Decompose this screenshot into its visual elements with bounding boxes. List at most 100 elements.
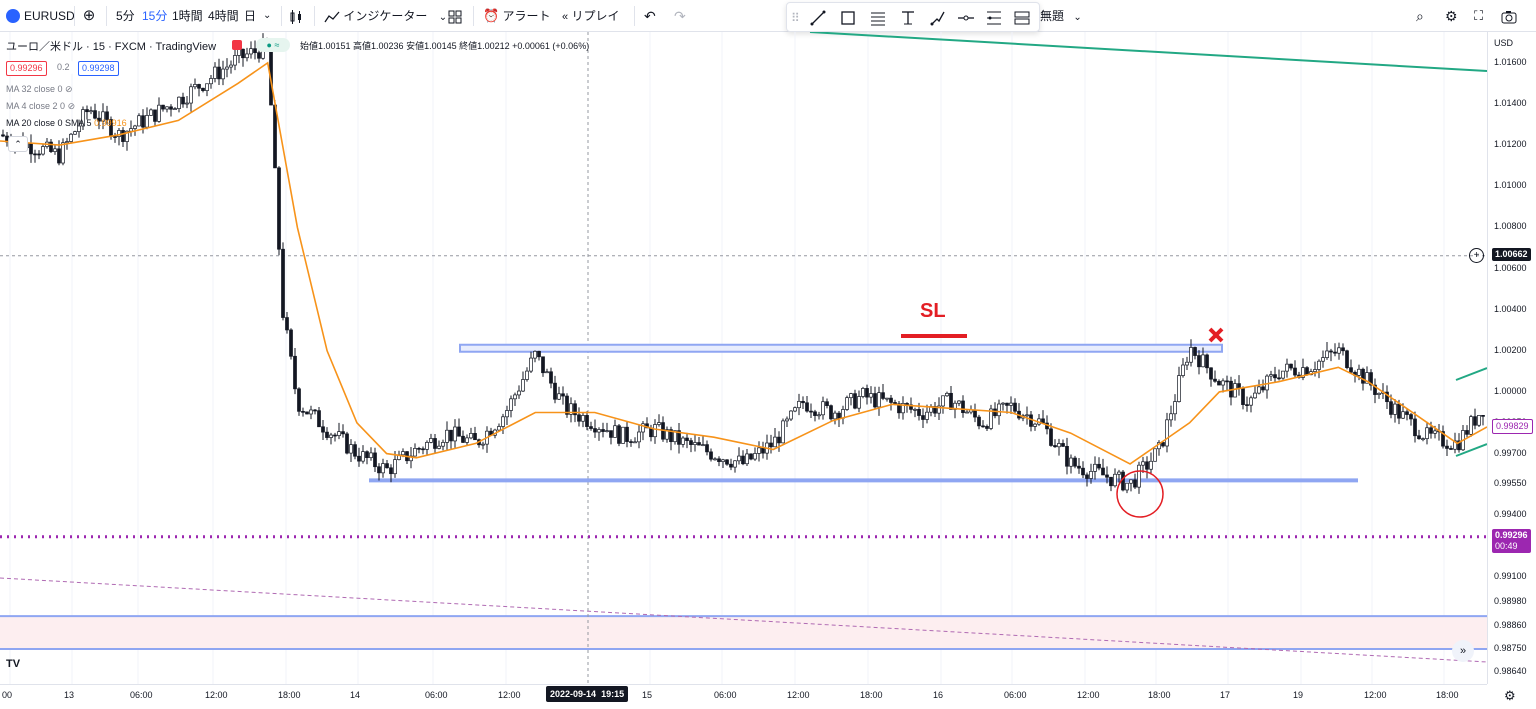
chart-pane[interactable]	[0, 32, 1487, 684]
interval-dropdown-chevron-icon[interactable]: ⌄	[263, 10, 272, 21]
time-tick-label: 16	[933, 690, 944, 700]
layout-grid-icon[interactable]	[448, 0, 462, 32]
candle-body	[589, 426, 593, 429]
candle-body	[793, 407, 797, 412]
position-tool-icon[interactable]	[1013, 9, 1031, 27]
brush-tool-icon[interactable]	[929, 9, 947, 27]
candle-body	[121, 130, 125, 142]
symbol-logo-icon	[6, 8, 20, 23]
candle-body	[541, 356, 545, 374]
candle-body	[1197, 355, 1201, 368]
rectangle-tool-icon[interactable]	[839, 9, 857, 27]
tradingview-logo[interactable]: TV	[6, 658, 21, 670]
candle-body	[141, 115, 145, 128]
candle-body	[1065, 445, 1069, 467]
alert-button[interactable]: ⏰ アラート	[483, 0, 551, 32]
candle-body	[237, 48, 241, 56]
candle-body	[745, 453, 749, 465]
eye-hidden-icon[interactable]: ⊘	[65, 84, 73, 94]
replay-button[interactable]: « リプレイ	[562, 0, 619, 32]
ma-indicator-legend-3[interactable]: MA 20 close 0 SMA 5 0.99916	[6, 118, 127, 128]
crosshair-add-icon[interactable]: +	[1469, 248, 1484, 263]
fib-retracement-icon[interactable]	[985, 9, 1003, 27]
candle-body	[585, 415, 589, 427]
eye-hidden-icon[interactable]: ⊘	[67, 101, 76, 111]
candle-body	[97, 117, 101, 122]
candle-body	[757, 447, 761, 454]
candle-body	[93, 110, 97, 119]
interval-1d[interactable]: 日	[244, 9, 257, 23]
candle-body	[605, 430, 609, 432]
time-axis[interactable]: 00 13 06:00 12:00 18:00 14 06:00 12:00 15 06:00 12…	[0, 684, 1487, 709]
candle-body	[1233, 383, 1237, 398]
layout-name-button[interactable]: 無題 ⌄	[1040, 0, 1082, 32]
settings-gear-icon[interactable]: ⚙	[1445, 8, 1458, 24]
candle-body	[657, 422, 661, 425]
time-tick-label: 18:00	[860, 690, 883, 700]
redo-icon[interactable]: ↷	[674, 8, 686, 24]
interval-1h[interactable]: 1時間	[172, 9, 203, 23]
candle-body	[349, 444, 353, 454]
candle-body	[497, 426, 501, 431]
time-tick-label: 12:00	[787, 690, 810, 700]
candle-body	[1425, 427, 1429, 439]
candle-body	[129, 128, 133, 132]
sell-price-box[interactable]: 0.99296	[6, 61, 47, 76]
price-tick-label: 1.00000	[1494, 385, 1527, 396]
symbol-legend-title[interactable]: ユーロ／米ドル · 15 · FXCM · TradingView	[6, 41, 217, 53]
candle-body	[509, 398, 513, 411]
candle-body	[1321, 357, 1325, 362]
text-lines-icon[interactable]	[869, 9, 887, 27]
candle-body	[1113, 473, 1117, 487]
candle-body	[881, 392, 885, 399]
candle-body	[445, 429, 449, 443]
candle-body	[593, 428, 597, 433]
currency-label[interactable]: USD	[1494, 38, 1514, 48]
toolbar-divider	[74, 6, 75, 26]
interval-15m[interactable]: 15分	[142, 9, 168, 23]
candle-body	[413, 448, 417, 457]
candle-body	[433, 438, 437, 449]
stop-loss-label[interactable]: SL	[920, 300, 946, 322]
scroll-to-realtime-icon[interactable]: »	[1452, 640, 1474, 662]
undo-icon[interactable]: ↶	[644, 8, 656, 24]
candle-body	[33, 153, 37, 156]
candle-body	[1097, 463, 1101, 469]
candle-body	[1473, 416, 1477, 426]
buy-price-box[interactable]: 0.99298	[78, 61, 119, 76]
candle-type-icon[interactable]	[288, 0, 304, 32]
candle-body	[777, 436, 781, 444]
text-tool-icon[interactable]	[899, 9, 917, 27]
interval-4h[interactable]: 4時間	[208, 9, 239, 23]
screenshot-camera-icon[interactable]	[1501, 0, 1517, 32]
horizontal-line-icon[interactable]	[957, 9, 975, 27]
time-tick-label: 17	[1220, 690, 1231, 700]
candle-body	[1469, 416, 1473, 435]
candle-body	[1105, 474, 1109, 478]
drag-handle-icon[interactable]: ⠿	[791, 11, 800, 25]
ma-indicator-legend-2[interactable]: MA 4 close 2 0 ⊘	[6, 101, 75, 112]
compare-add-icon[interactable]: ⊕	[82, 7, 96, 24]
candle-body	[957, 400, 961, 404]
interval-5m[interactable]: 5分	[116, 9, 135, 23]
time-tick-label: 06:00	[1004, 690, 1027, 700]
candle-body	[201, 87, 205, 91]
indicators-button[interactable]: インジケーター ⌄	[324, 0, 447, 32]
price-axis[interactable]: USD 1.01600 1.01400 1.01200 1.01000 1.00800 1…	[1487, 32, 1536, 684]
candle-body	[901, 403, 905, 414]
market-status-icon	[232, 40, 242, 50]
candle-body	[1089, 471, 1093, 479]
trendline-tool-icon[interactable]	[809, 9, 827, 27]
axis-settings-gear-icon[interactable]: ⚙	[1504, 688, 1516, 703]
candle-body	[417, 448, 421, 450]
collapse-legend-icon[interactable]: ⌃	[8, 136, 28, 152]
ma-indicator-legend-1[interactable]: MA 32 close 0 ⊘	[6, 84, 73, 95]
price-chart[interactable]	[0, 32, 1487, 684]
search-icon[interactable]: ⌕	[1416, 8, 1424, 24]
time-tick-label: 06:00	[130, 690, 153, 700]
toolbar-divider	[106, 6, 107, 26]
symbol-search[interactable]: EURUSD	[6, 0, 75, 32]
candle-body	[421, 448, 425, 451]
candle-body	[1005, 402, 1009, 406]
fullscreen-icon[interactable]: ⛶	[1474, 8, 1484, 23]
